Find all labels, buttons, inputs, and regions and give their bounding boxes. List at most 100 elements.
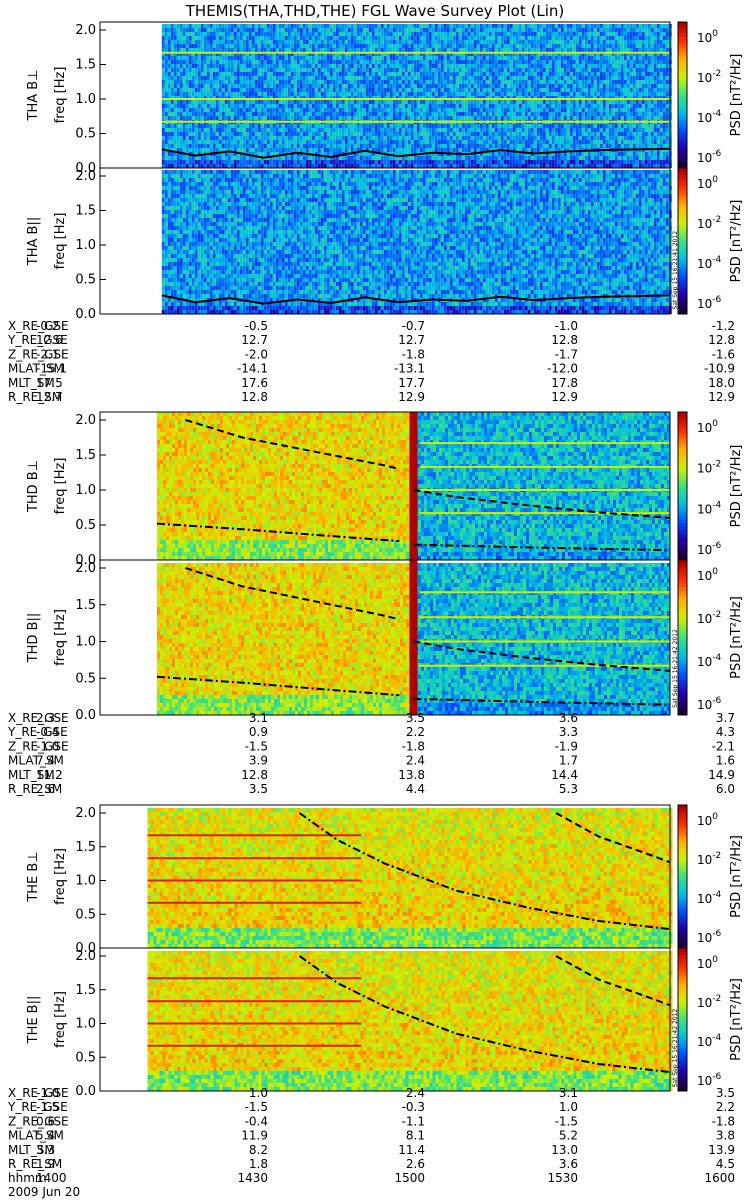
heatmap-cell [474, 88, 477, 92]
heatmap-cell [171, 116, 174, 120]
heatmap-cell [561, 104, 564, 108]
heatmap-cell [510, 116, 513, 120]
heatmap-cell [405, 128, 408, 132]
heatmap-cell [297, 84, 300, 88]
heatmap-cell [216, 144, 219, 148]
heatmap-cell [492, 116, 495, 120]
heatmap-cell [171, 92, 174, 96]
heatmap-cell [222, 128, 225, 132]
heatmap-cell [657, 108, 660, 112]
heatmap-cell [507, 152, 510, 156]
heatmap-cell [546, 164, 549, 168]
heatmap-cell [441, 104, 444, 108]
heatmap-cell [177, 136, 180, 140]
heatmap-cell [420, 76, 423, 80]
heatmap-cell [195, 148, 198, 152]
heatmap-cell [441, 88, 444, 92]
heatmap-cell [621, 116, 624, 120]
heatmap-cell [639, 104, 642, 108]
heatmap-cell [633, 136, 636, 140]
heatmap-cell [309, 68, 312, 72]
heatmap-cell [486, 112, 489, 116]
heatmap-cell [411, 156, 414, 160]
heatmap-cell [492, 124, 495, 128]
heatmap-cell [459, 140, 462, 144]
heatmap-cell [648, 72, 651, 76]
heatmap-cell [204, 136, 207, 140]
heatmap-cell [546, 64, 549, 68]
heatmap-cell [444, 160, 447, 164]
heatmap-cell [375, 156, 378, 160]
heatmap-cell [624, 60, 627, 64]
heatmap-cell [498, 88, 501, 92]
heatmap-cell [255, 112, 258, 116]
heatmap-cell [432, 148, 435, 152]
heatmap-cell [327, 72, 330, 76]
heatmap-cell [288, 148, 291, 152]
heatmap-cell [525, 108, 528, 112]
heatmap-cell [189, 88, 192, 92]
heatmap-cell [351, 128, 354, 132]
heatmap-cell [438, 144, 441, 148]
heatmap-cell [297, 164, 300, 168]
heatmap-cell [606, 128, 609, 132]
heatmap-cell [183, 76, 186, 80]
heatmap-cell [345, 124, 348, 128]
heatmap-cell [492, 108, 495, 112]
heatmap-cell [423, 112, 426, 116]
heatmap-cell [651, 124, 654, 128]
heatmap-cell [372, 92, 375, 96]
heatmap-cell [168, 144, 171, 148]
heatmap-cell [435, 144, 438, 148]
heatmap-cell [171, 60, 174, 64]
heatmap-cell [657, 104, 660, 108]
heatmap-cell [444, 68, 447, 72]
heatmap-cell [531, 160, 534, 164]
heatmap-cell [435, 68, 438, 72]
heatmap-cell [555, 136, 558, 140]
heatmap-cell [231, 92, 234, 96]
heatmap-cell [630, 156, 633, 160]
heatmap-cell [663, 56, 666, 60]
heatmap-cell [528, 84, 531, 88]
heatmap-cell [240, 160, 243, 164]
heatmap-cell [507, 92, 510, 96]
heatmap-cell [342, 100, 345, 104]
heatmap-cell [267, 140, 270, 144]
heatmap-cell [501, 68, 504, 72]
heatmap-cell [351, 60, 354, 64]
heatmap-cell [447, 60, 450, 64]
heatmap-cell [351, 116, 354, 120]
heatmap-cell [381, 104, 384, 108]
heatmap-cell [267, 72, 270, 76]
heatmap-cell [432, 144, 435, 148]
heatmap-cell [246, 160, 249, 164]
heatmap-cell [621, 72, 624, 76]
heatmap-cell [567, 140, 570, 144]
heatmap-cell [219, 132, 222, 136]
heatmap-cell [483, 64, 486, 68]
heatmap-cell [654, 152, 657, 156]
heatmap-cell [243, 72, 246, 76]
heatmap-cell [378, 100, 381, 104]
heatmap-cell [528, 164, 531, 168]
heatmap-cell [219, 68, 222, 72]
heatmap-cell [666, 124, 669, 128]
heatmap-cell [372, 164, 375, 168]
heatmap-cell [549, 68, 552, 72]
heatmap-cell [210, 164, 213, 168]
heatmap-cell [327, 152, 330, 156]
heatmap-cell [420, 104, 423, 108]
heatmap-cell [201, 104, 204, 108]
heatmap-cell [645, 152, 648, 156]
heatmap-cell [663, 68, 666, 72]
heatmap-cell [576, 144, 579, 148]
heatmap-cell [321, 132, 324, 136]
heatmap-cell [360, 104, 363, 108]
heatmap-cell [312, 116, 315, 120]
heatmap-cell [300, 132, 303, 136]
heatmap-cell [483, 104, 486, 108]
heatmap-cell [561, 80, 564, 84]
heatmap-cell [168, 48, 171, 52]
heatmap-cell [258, 132, 261, 136]
